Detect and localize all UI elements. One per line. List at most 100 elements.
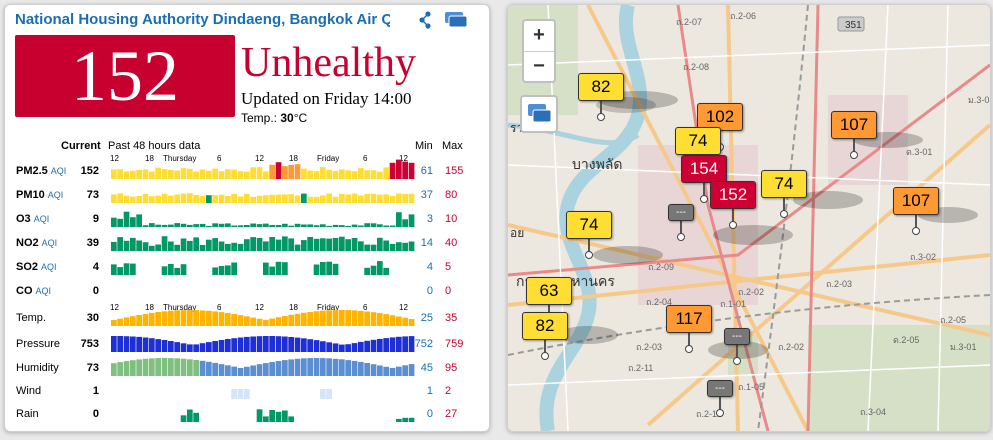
history-bar bbox=[269, 318, 275, 326]
row-unit: AQI bbox=[50, 166, 67, 176]
aqi-map-marker[interactable]: 154 bbox=[681, 155, 727, 203]
history-bar bbox=[332, 237, 339, 251]
row-current: 73 bbox=[86, 362, 99, 374]
aqi-map-marker[interactable]: --- bbox=[668, 202, 694, 241]
history-bar bbox=[199, 169, 206, 179]
map-panel[interactable]: ถ.2-07 ถ.2-06 ถ.2-08 ม.3-04 ด.3-01 ถ.3-02 ถ… bbox=[507, 4, 991, 432]
aqi-map-marker[interactable]: 107 bbox=[893, 187, 939, 235]
col-min: Min bbox=[415, 140, 433, 152]
history-bar bbox=[313, 238, 320, 251]
history-bar bbox=[275, 225, 282, 227]
history-bar bbox=[351, 360, 358, 376]
history-bar bbox=[383, 240, 389, 251]
row-current: 4 bbox=[92, 261, 99, 273]
row-label-humidity[interactable]: Humidity bbox=[16, 362, 59, 374]
share-icon[interactable] bbox=[419, 11, 431, 29]
marker-value: 74 bbox=[761, 170, 807, 198]
row-label-pm25[interactable]: PM2.5 AQI bbox=[16, 165, 66, 177]
svg-text:ถ.2-07: ถ.2-07 bbox=[676, 17, 702, 27]
row-label-pm10[interactable]: PM10 AQI bbox=[16, 189, 63, 201]
row-min: 1 bbox=[426, 385, 433, 397]
svg-text:ม.3-04: ม.3-04 bbox=[968, 95, 990, 105]
history-bar bbox=[231, 389, 237, 399]
history-bar bbox=[174, 358, 180, 376]
time-label: 12 bbox=[399, 303, 408, 312]
history-bar bbox=[180, 358, 187, 376]
aqi-map-marker[interactable]: 82 bbox=[522, 312, 568, 360]
history-bar bbox=[288, 194, 294, 203]
history-bar bbox=[320, 238, 326, 251]
marker-dot bbox=[685, 345, 693, 353]
aqi-map-marker[interactable]: 82 bbox=[578, 73, 624, 121]
history-bar bbox=[408, 364, 415, 376]
time-label: 6 bbox=[363, 154, 368, 163]
history-bar bbox=[123, 211, 130, 227]
marker-stem bbox=[600, 101, 602, 115]
history-bar bbox=[149, 171, 155, 179]
marker-stem bbox=[732, 209, 734, 223]
history-bar bbox=[180, 223, 187, 227]
svg-text:ถ.1-01: ถ.1-01 bbox=[720, 299, 746, 309]
history-bar bbox=[288, 225, 294, 227]
history-bar bbox=[370, 265, 377, 275]
row-label-rain[interactable]: Rain bbox=[16, 408, 39, 420]
row-label-wind[interactable]: Wind bbox=[16, 385, 41, 397]
marker-value: 63 bbox=[526, 277, 572, 305]
history-bar bbox=[161, 266, 168, 275]
history-bar bbox=[269, 336, 275, 352]
history-bar bbox=[389, 225, 396, 227]
row-label-no2[interactable]: NO2 AQI bbox=[16, 237, 57, 249]
station-title[interactable]: National Housing Authority Dindaeng, Ban… bbox=[15, 11, 390, 28]
svg-text:ด.2-05: ด.2-05 bbox=[893, 335, 919, 345]
history-bar bbox=[212, 223, 218, 227]
aqi-map-marker[interactable]: 117 bbox=[666, 305, 712, 353]
aqi-map-marker[interactable]: 107 bbox=[831, 111, 877, 159]
history-bar bbox=[339, 169, 345, 179]
row-label-co[interactable]: CO AQI bbox=[16, 285, 51, 297]
map-label-oi: อย bbox=[510, 226, 524, 240]
row-label-pressure[interactable]: Pressure bbox=[16, 338, 60, 350]
row-min: 61 bbox=[420, 165, 433, 177]
history-bar bbox=[174, 310, 180, 326]
aqi-map-marker[interactable]: --- bbox=[724, 326, 750, 365]
aqi-map-marker[interactable]: 74 bbox=[761, 170, 807, 218]
marker-stem bbox=[544, 340, 546, 354]
history-bar bbox=[206, 170, 212, 179]
row-current: 1 bbox=[92, 385, 99, 397]
history-bar bbox=[212, 267, 218, 275]
history-bar bbox=[130, 196, 136, 203]
history-bar bbox=[358, 361, 364, 376]
history-bar bbox=[155, 167, 161, 179]
history-bar bbox=[256, 364, 263, 376]
row-label-o3[interactable]: O3 AQI bbox=[16, 213, 49, 225]
history-bar bbox=[339, 193, 345, 203]
history-bar bbox=[123, 361, 130, 376]
history-bar bbox=[111, 169, 117, 179]
history-bar bbox=[263, 416, 269, 422]
row-label-so2[interactable]: SO2 AQI bbox=[16, 261, 57, 273]
history-bar bbox=[402, 417, 408, 422]
history-bar bbox=[212, 362, 218, 376]
history-bar bbox=[339, 344, 345, 352]
svg-text:ถ.3-04: ถ.3-04 bbox=[860, 407, 886, 417]
zoom-out-button[interactable]: − bbox=[533, 55, 545, 77]
history-bar bbox=[358, 310, 364, 326]
row-label-temp[interactable]: Temp. bbox=[16, 312, 46, 324]
marker-dot bbox=[733, 357, 741, 365]
history-bar bbox=[345, 344, 351, 352]
aqi-map-marker[interactable]: 74 bbox=[566, 211, 612, 259]
map-layers-button[interactable] bbox=[520, 95, 558, 133]
history-bar bbox=[396, 212, 402, 227]
layers-icon[interactable] bbox=[445, 12, 468, 28]
row-max: 95 bbox=[445, 362, 458, 374]
history-bar bbox=[168, 263, 174, 275]
history-bar bbox=[168, 195, 174, 203]
aqi-map-marker[interactable]: --- bbox=[707, 378, 733, 417]
time-label: 12 bbox=[255, 154, 264, 163]
aqi-map-marker[interactable]: 152 bbox=[710, 181, 756, 229]
history-bar bbox=[402, 317, 408, 326]
history-bar bbox=[326, 193, 332, 203]
zoom-in-button[interactable]: + bbox=[524, 21, 554, 52]
history-bar bbox=[301, 338, 307, 352]
row-current: 39 bbox=[86, 237, 99, 249]
